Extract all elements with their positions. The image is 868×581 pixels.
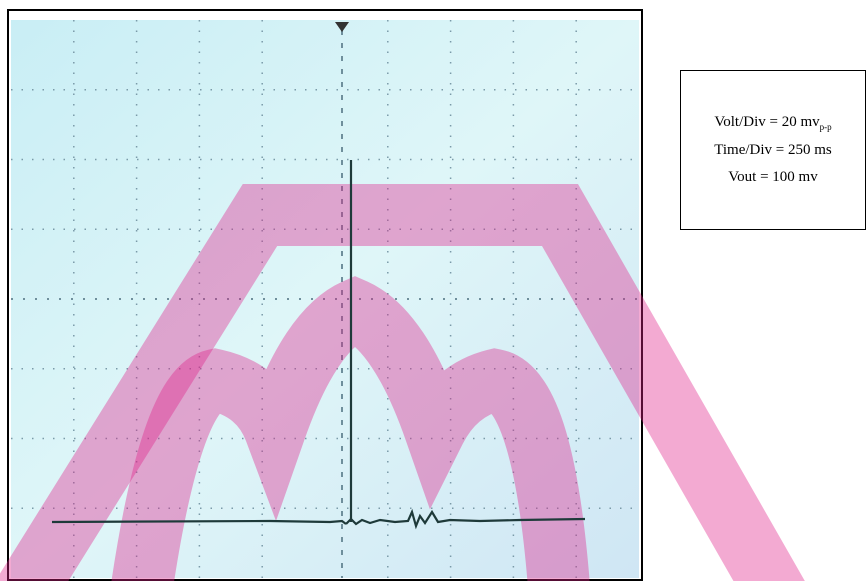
setting-label: Time/Div = 250 ms (714, 142, 832, 158)
page: Volt/Div = 20 mvp-p Time/Div = 250 ms Vo… (0, 0, 868, 581)
setting-label: Volt/Div = 20 mv (714, 114, 819, 130)
setting-line: Vout = 100 mv (728, 169, 817, 186)
setting-label: Vout = 100 mv (728, 169, 817, 185)
settings-box: Volt/Div = 20 mvp-p Time/Div = 250 ms Vo… (680, 70, 866, 230)
setting-subscript: p-p (820, 122, 832, 132)
setting-line: Time/Div = 250 ms (714, 142, 832, 159)
setting-line: Volt/Div = 20 mvp-p (714, 114, 831, 132)
